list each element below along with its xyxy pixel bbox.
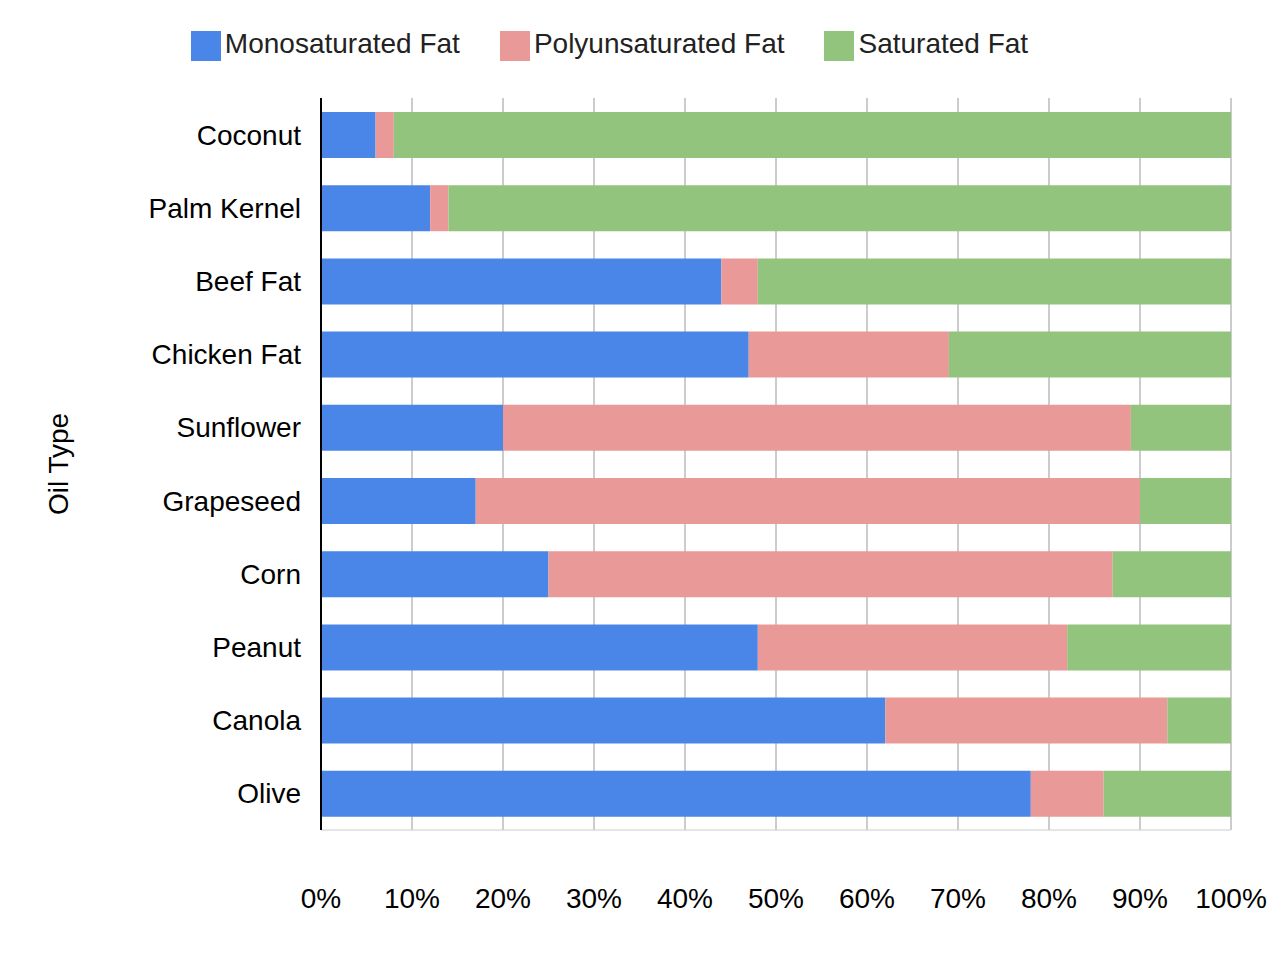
svg-text:Grapeseed: Grapeseed	[162, 486, 301, 517]
svg-text:Oil Type: Oil Type	[43, 413, 74, 515]
svg-text:Chicken Fat: Chicken Fat	[152, 339, 302, 370]
svg-text:80%: 80%	[1021, 883, 1077, 914]
svg-text:50%: 50%	[748, 883, 804, 914]
svg-text:Sunflower: Sunflower	[176, 412, 301, 443]
html-text:Saturated Fat: Saturated Fat	[858, 28, 1029, 59]
svg-text:20%: 20%	[475, 883, 531, 914]
svg-text:30%: 30%	[566, 883, 622, 914]
svg-text:Peanut: Peanut	[212, 632, 301, 663]
svg-text:70%: 70%	[930, 883, 986, 914]
svg-text:Coconut: Coconut	[197, 120, 302, 151]
svg-text:0%: 0%	[301, 883, 341, 914]
svg-text:Corn: Corn	[240, 559, 301, 590]
svg-text:40%: 40%	[657, 883, 713, 914]
svg-text:Palm Kernel: Palm Kernel	[148, 193, 301, 224]
html-text:Monosaturated Fat: Monosaturated Fat	[224, 28, 460, 59]
svg-text:Canola: Canola	[212, 705, 301, 736]
html-text:Polyunsaturated Fat: Polyunsaturated Fat	[533, 28, 785, 59]
svg-text:Beef Fat: Beef Fat	[195, 266, 301, 297]
svg-text:60%: 60%	[839, 883, 895, 914]
svg-text:10%: 10%	[384, 883, 440, 914]
svg-text:100%: 100%	[1195, 883, 1267, 914]
svg-text:90%: 90%	[1112, 883, 1168, 914]
svg-text:Olive: Olive	[237, 778, 301, 809]
